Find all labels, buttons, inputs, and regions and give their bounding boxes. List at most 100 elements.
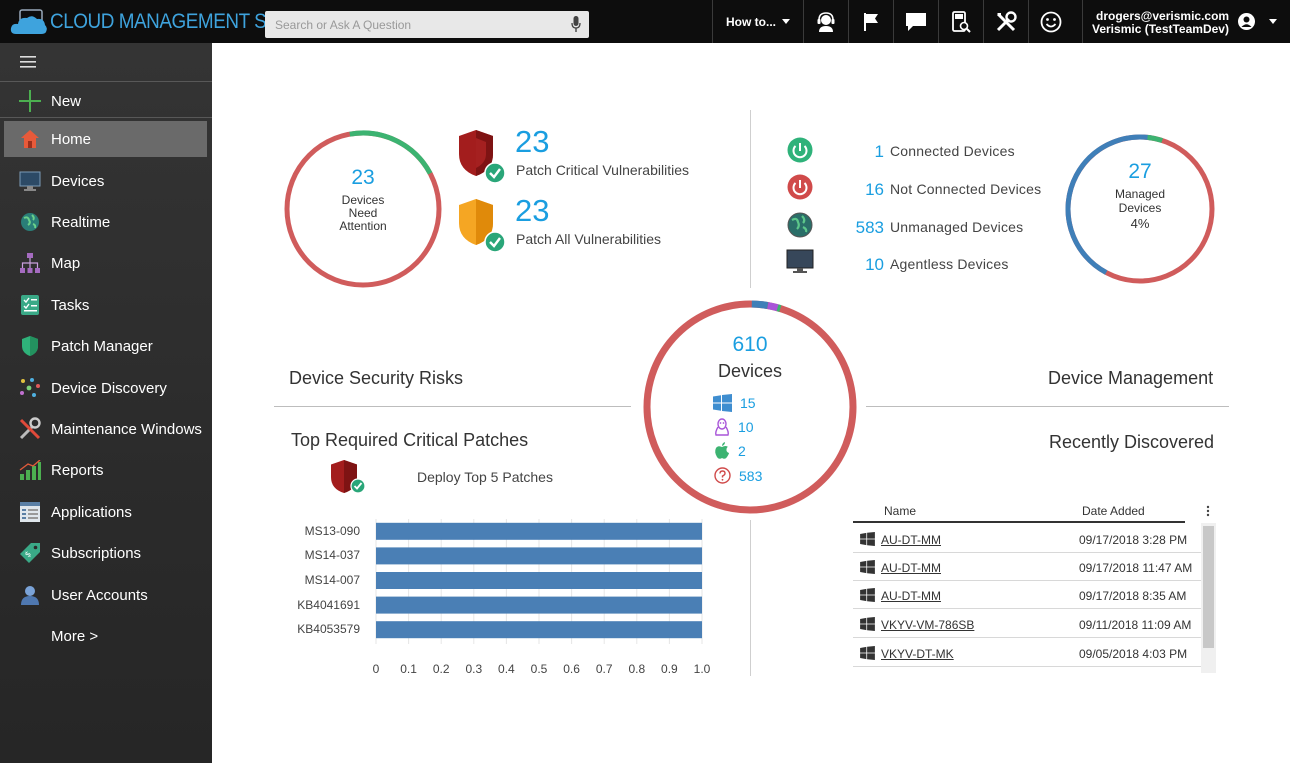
sidebar-item-label: Device Discovery xyxy=(51,379,167,397)
critical-vulnerability-count[interactable]: 23 xyxy=(515,124,550,159)
section-divider xyxy=(866,406,1229,407)
tasks-icon xyxy=(15,292,45,318)
feedback-button[interactable] xyxy=(1028,0,1073,43)
all-vulnerability-label[interactable]: Patch All Vulnerabilities xyxy=(516,231,662,247)
not-connected-devices-count[interactable]: 16 xyxy=(865,180,884,199)
app-logo[interactable]: CLOUD MANAGEMENT SUITE xyxy=(10,8,336,36)
sidebar-divider xyxy=(0,117,212,118)
recently-discovered-title: Recently Discovered xyxy=(1049,432,1215,452)
sidebar-item-label: Reports xyxy=(51,461,104,479)
sidebar-item-subscriptions[interactable]: $ Subscriptions xyxy=(4,535,207,571)
linux-device-count-row[interactable]: 10 xyxy=(714,418,754,436)
hamburger-menu-icon[interactable] xyxy=(20,56,36,68)
microphone-icon[interactable] xyxy=(571,16,581,33)
sidebar-item-realtime[interactable]: Realtime xyxy=(4,204,207,240)
sidebar-item-tasks[interactable]: Tasks xyxy=(4,287,207,323)
sidebar-item-user-accounts[interactable]: User Accounts xyxy=(4,577,207,613)
sidebar-item-device-discovery[interactable]: Device Discovery xyxy=(4,370,207,406)
sidebar-item-more[interactable]: More > xyxy=(4,618,207,654)
sidebar-item-applications[interactable]: Applications xyxy=(4,494,207,530)
chart-tick-label: 0.9 xyxy=(661,662,678,676)
user-organization: Verismic (TestTeamDev) xyxy=(1092,22,1229,36)
windows-icon xyxy=(860,617,875,631)
windows-device-count: 15 xyxy=(740,395,756,411)
chart-plot-area xyxy=(375,519,703,644)
total-devices-ring[interactable] xyxy=(641,298,859,516)
tools-button[interactable] xyxy=(983,0,1028,43)
chart-tick-label: 0.8 xyxy=(628,662,646,676)
apple-device-count-row[interactable]: 2 xyxy=(714,442,746,460)
sidebar-item-label: User Accounts xyxy=(51,586,148,604)
chat-button[interactable] xyxy=(893,0,938,43)
device-name-link[interactable]: AU-DT-MM xyxy=(881,533,941,547)
table-row[interactable]: AU-DT-MM 09/17/2018 3:28 PM xyxy=(853,525,1201,553)
scrollbar-thumb[interactable] xyxy=(1203,526,1214,648)
applications-icon xyxy=(15,499,45,525)
sidebar-item-home[interactable]: Home xyxy=(4,121,207,157)
device-name-link[interactable]: AU-DT-MM xyxy=(881,589,941,603)
table-row[interactable]: AU-DT-MM 09/17/2018 11:47 AM xyxy=(853,553,1201,581)
globe-icon xyxy=(787,212,813,238)
critical-shield-icon xyxy=(459,130,506,184)
device-search-icon xyxy=(952,10,971,33)
table-scrollbar[interactable] xyxy=(1201,523,1216,673)
column-header-date-added[interactable]: Date Added xyxy=(1082,504,1145,518)
search-input[interactable] xyxy=(265,11,555,38)
smiley-icon xyxy=(1040,11,1062,32)
devices-attention-count: 23 xyxy=(351,166,375,189)
sidebar-item-label: Maintenance Windows xyxy=(51,420,202,438)
not-connected-devices-label[interactable]: Not Connected Devices xyxy=(890,181,1042,197)
device-name-link[interactable]: VKYV-VM-786SB xyxy=(881,618,975,632)
how-to-dropdown[interactable]: How to... xyxy=(712,0,803,43)
chart-bar[interactable] xyxy=(376,522,702,540)
search-box xyxy=(265,11,589,38)
critical-vulnerability-label[interactable]: Patch Critical Vulnerabilities xyxy=(516,162,689,178)
support-agent-icon xyxy=(817,11,835,32)
deploy-top-patches-button[interactable]: Deploy Top 5 Patches xyxy=(417,469,553,485)
managed-devices-label-2: Devices xyxy=(1118,201,1162,215)
connected-devices-label[interactable]: Connected Devices xyxy=(890,143,1015,159)
table-row[interactable]: VKYV-VM-786SB 09/11/2018 11:09 AM xyxy=(853,610,1201,638)
chart-bar[interactable] xyxy=(376,572,702,589)
critical-patches-chart: MS13-090 MS14-037 MS14-007 KB4041691 KB40535… xyxy=(260,515,720,680)
device-name-link[interactable]: VKYV-DT-MK xyxy=(881,647,954,661)
sidebar-item-patch-manager[interactable]: Patch Manager xyxy=(4,328,207,364)
managed-devices-ring[interactable] xyxy=(1064,133,1216,285)
chart-bar[interactable] xyxy=(376,621,702,639)
device-name-link[interactable]: AU-DT-MM xyxy=(881,561,941,575)
all-vulnerability-count[interactable]: 23 xyxy=(515,193,550,228)
user-menu[interactable]: drogers@verismic.com Verismic (TestTeamD… xyxy=(1082,0,1290,43)
unmanaged-devices-count[interactable]: 583 xyxy=(855,218,884,237)
chart-bar[interactable] xyxy=(376,547,702,565)
table-row[interactable]: VKYV-DT-MK 09/05/2018 4:03 PM xyxy=(853,639,1201,667)
connected-devices-count[interactable]: 1 xyxy=(874,142,884,161)
column-menu-icon[interactable] xyxy=(1206,505,1210,517)
chart-tick-label: 0.2 xyxy=(432,662,450,676)
linux-icon xyxy=(715,418,729,436)
column-header-name[interactable]: Name xyxy=(884,504,917,518)
date-added: 09/17/2018 11:47 AM xyxy=(1079,561,1193,575)
sidebar-item-devices[interactable]: Devices xyxy=(4,163,207,199)
monitor-icon xyxy=(786,249,814,273)
sidebar-item-map[interactable]: Map xyxy=(4,245,207,281)
windows-device-count-row[interactable]: 15 xyxy=(713,394,756,412)
device-search-button[interactable] xyxy=(938,0,983,43)
agentless-devices-label[interactable]: Agentless Devices xyxy=(890,256,1009,272)
chart-bar[interactable] xyxy=(376,596,702,614)
total-devices-label: Devices xyxy=(717,361,783,381)
table-row[interactable]: AU-DT-MM 09/17/2018 8:35 AM xyxy=(853,581,1201,609)
unmanaged-devices-label[interactable]: Unmanaged Devices xyxy=(890,219,1024,235)
devices-attention-ring[interactable] xyxy=(282,128,444,290)
chart-category-label: MS14-007 xyxy=(304,573,360,587)
agentless-devices-count[interactable]: 10 xyxy=(865,255,884,274)
windows-icon xyxy=(860,646,875,660)
device-security-risks-title: Device Security Risks xyxy=(289,368,464,388)
deploy-shield-icon[interactable] xyxy=(331,460,367,496)
sidebar-item-reports[interactable]: Reports xyxy=(4,452,207,488)
flag-button[interactable] xyxy=(848,0,893,43)
sidebar-item-label: Subscriptions xyxy=(51,544,142,562)
sidebar-item-maintenance-windows[interactable]: Maintenance Windows xyxy=(4,411,207,447)
support-button[interactable] xyxy=(803,0,848,43)
unknown-os-device-count-row[interactable]: 583 xyxy=(714,467,762,484)
sidebar-item-new[interactable]: New xyxy=(4,83,207,119)
